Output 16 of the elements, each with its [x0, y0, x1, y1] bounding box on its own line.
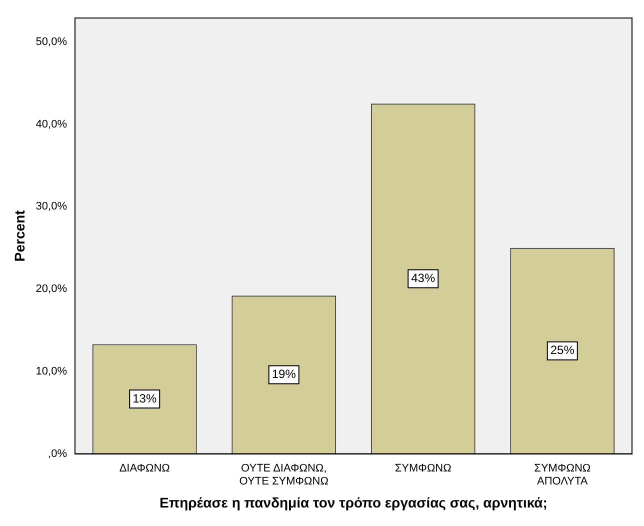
x-tick-label: ΣΥΜΦΩΝΩ	[394, 462, 452, 474]
y-tick-label: ,0%	[48, 448, 68, 460]
x-tick-label: ΔΙΑΦΩΝΩ	[119, 462, 170, 474]
y-tick-label: 50,0%	[36, 36, 68, 48]
y-tick-label: 10,0%	[36, 365, 68, 378]
x-axis-title: Επηρέασε η πανδημία τον τρόπο εργασίας σας, αρνητικά;	[160, 494, 548, 510]
data-label: 19%	[272, 367, 296, 382]
data-label: 43%	[411, 271, 436, 286]
x-tick-label: ΣΥΜΦΩΝΩ ΑΠΟΛΥΤΑ	[534, 462, 591, 488]
x-tick-label: ΟΥΤΕ ΔΙΑΦΩΝΩ, ΟΥΤΕ ΣΥΜΦΩΝΩ	[239, 462, 328, 488]
y-tick-label: 20,0%	[36, 283, 68, 296]
data-label: 13%	[132, 391, 157, 406]
y-axis-title: Percent	[11, 210, 28, 262]
y-tick-label: 30,0%	[36, 200, 68, 213]
data-label: 25%	[550, 343, 575, 358]
y-tick-label: 40,0%	[36, 118, 68, 130]
